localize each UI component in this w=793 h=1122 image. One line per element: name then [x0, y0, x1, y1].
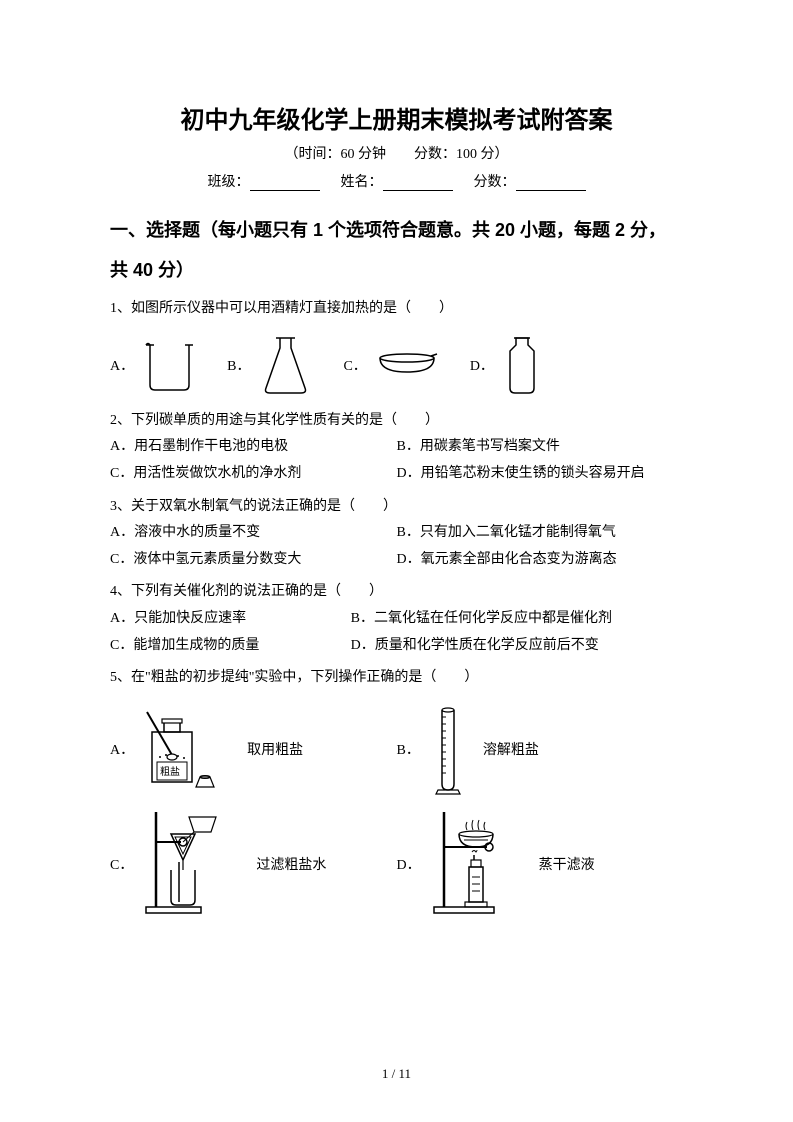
q4-C: C．能增加生成物的质量	[110, 633, 351, 660]
flask-icon	[258, 333, 313, 398]
q2-D: D．用铅笔芯粉末使生锈的锁头容易开启	[397, 461, 684, 488]
q5-A-label: A．	[110, 739, 134, 759]
page-title: 初中九年级化学上册期末模拟考试附答案	[110, 100, 683, 135]
q2-text: 2、下列碳单质的用途与其化学性质有关的是（ ）	[110, 408, 683, 435]
q1-options: A． B． C． D．	[110, 333, 683, 398]
q3-D: D．氧元素全部由化合态变为游离态	[397, 547, 684, 574]
q1-opt-D: D．	[470, 333, 542, 398]
q5-options: A． 粗盐 取用粗盐 B． 溶解粗盐 C．	[110, 702, 683, 932]
q4-text: 4、下列有关催化剂的说法正确的是（ ）	[110, 579, 683, 606]
info-row: 班级： 姓名： 分数：	[110, 171, 683, 191]
q5-opt-B: B． 溶解粗盐	[397, 702, 684, 797]
evaporate-icon	[429, 812, 524, 917]
q3-options: A．溶液中水的质量不变 B．只有加入二氧化锰才能制得氧气 C．液体中氢元素质量分…	[110, 520, 683, 573]
score-label: 分数：	[474, 175, 516, 190]
q3-A: A．溶液中水的质量不变	[110, 520, 397, 547]
q5-opt-D: D． 蒸干滤液	[397, 812, 684, 917]
class-label: 班级：	[208, 175, 250, 190]
score-blank	[516, 190, 586, 191]
class-blank	[250, 190, 320, 191]
q1-opt-C: C．	[343, 350, 439, 380]
q5-C-label: C．	[110, 854, 133, 874]
q5-B-text: 溶解粗盐	[483, 739, 539, 759]
q1-opt-B: B．	[227, 333, 313, 398]
q1-A-label: A．	[110, 355, 134, 375]
q5-B-label: B．	[397, 739, 420, 759]
svg-text:粗盐: 粗盐	[160, 765, 180, 778]
q5-C-text: 过滤粗盐水	[256, 854, 326, 874]
name-blank	[383, 190, 453, 191]
q1-D-label: D．	[470, 355, 494, 375]
q4-A: A．只能加快反应速率	[110, 606, 351, 633]
q3-C: C．液体中氢元素质量分数变大	[110, 547, 397, 574]
q5-D-text: 蒸干滤液	[539, 854, 595, 874]
q1-text: 1、如图所示仪器中可以用酒精灯直接加热的是（ ）	[110, 296, 683, 323]
salt-jar-icon: 粗盐	[142, 707, 232, 792]
dish-icon	[375, 350, 440, 380]
q1-B-label: B．	[227, 355, 250, 375]
q5-opt-C: C． 过滤粗盐水	[110, 812, 397, 917]
q2-A: A．用石墨制作干电池的电极	[110, 434, 397, 461]
q4-options: A．只能加快反应速率 B．二氧化锰在任何化学反应中都是催化剂 C．能增加生成物的…	[110, 606, 683, 659]
filter-icon	[141, 812, 241, 917]
q4-D: D．质量和化学性质在化学反应前后不变	[351, 633, 683, 660]
q1-C-label: C．	[343, 355, 366, 375]
q5-text: 5、在"粗盐的初步提纯"实验中，下列操作正确的是（ ）	[110, 665, 683, 692]
q3-B: B．只有加入二氧化锰才能制得氧气	[397, 520, 684, 547]
name-label: 姓名：	[341, 175, 383, 190]
q2-B: B．用碳素笔书写档案文件	[397, 434, 684, 461]
q4-B: B．二氧化锰在任何化学反应中都是催化剂	[351, 606, 683, 633]
section-title-1: 一、选择题（每小题只有 1 个选项符合题意。共 20 小题，每题 2 分，共 4…	[110, 211, 683, 290]
q3-text: 3、关于双氧水制氧气的说法正确的是（ ）	[110, 494, 683, 521]
q2-C: C．用活性炭做饮水机的净水剂	[110, 461, 397, 488]
q5-A-text: 取用粗盐	[247, 739, 303, 759]
beaker-icon	[142, 335, 197, 395]
q5-opt-A: A． 粗盐 取用粗盐	[110, 702, 397, 797]
q1-opt-A: A．	[110, 335, 197, 395]
subtitle: （时间：60 分钟 分数：100 分）	[110, 143, 683, 163]
page-footer: 1 / 11	[0, 1066, 793, 1082]
bottle-icon	[502, 333, 542, 398]
cylinder-icon	[428, 702, 468, 797]
q5-D-label: D．	[397, 854, 421, 874]
q2-options: A．用石墨制作干电池的电极 B．用碳素笔书写档案文件 C．用活性炭做饮水机的净水…	[110, 434, 683, 487]
